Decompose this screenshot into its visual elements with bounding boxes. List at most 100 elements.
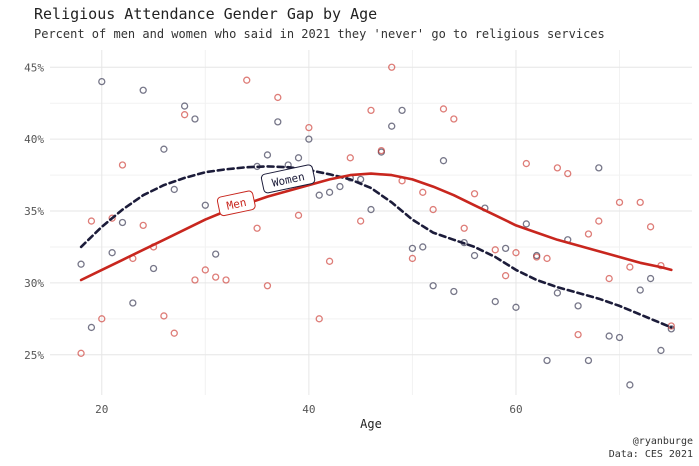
data-point-women bbox=[325, 188, 334, 196]
data-point-men bbox=[636, 198, 644, 207]
data-point-women bbox=[595, 164, 603, 172]
data-point-women bbox=[419, 243, 427, 251]
data-point-women bbox=[657, 346, 665, 355]
y-tick-label: 45% bbox=[24, 61, 44, 74]
data-point-women bbox=[274, 118, 282, 126]
data-point-women bbox=[491, 297, 499, 306]
data-point-men bbox=[512, 249, 520, 257]
data-point-men bbox=[450, 115, 458, 123]
data-point-women bbox=[429, 282, 437, 290]
data-point-women bbox=[636, 286, 644, 294]
smooth-lines bbox=[79, 165, 673, 329]
data-point-men bbox=[325, 257, 334, 265]
trend-line-women bbox=[79, 165, 673, 329]
data-point-women bbox=[646, 274, 655, 283]
data-point-men bbox=[408, 254, 417, 263]
data-point-women bbox=[367, 205, 375, 214]
data-point-women bbox=[450, 287, 458, 296]
data-point-men bbox=[574, 330, 582, 339]
data-point-men bbox=[615, 198, 624, 207]
y-tick-label: 35% bbox=[24, 205, 44, 218]
series-label-box bbox=[260, 164, 316, 194]
caption-handle: @ryanburge bbox=[632, 436, 693, 447]
data-point-women bbox=[398, 106, 406, 115]
data-point-women bbox=[439, 157, 448, 165]
caption-source: Data: CES 2021 bbox=[608, 449, 693, 460]
data-point-men bbox=[263, 282, 272, 290]
x-tick-label: 60 bbox=[509, 403, 522, 416]
y-tick-label: 25% bbox=[24, 349, 44, 362]
data-point-women bbox=[522, 220, 530, 228]
data-point-men bbox=[439, 105, 448, 113]
series-label-men: Men bbox=[216, 190, 256, 217]
series-label-text: Men bbox=[225, 196, 247, 213]
x-axis-ticks: 20 40 60 bbox=[95, 403, 522, 416]
data-point-women bbox=[584, 356, 593, 365]
data-point-men bbox=[305, 123, 313, 132]
series-label-women: Women bbox=[260, 164, 316, 194]
data-point-women bbox=[149, 264, 158, 273]
data-point-women bbox=[98, 77, 106, 86]
data-point-women bbox=[315, 191, 323, 199]
data-point-men bbox=[139, 221, 147, 230]
data-point-men bbox=[522, 159, 530, 168]
data-point-women bbox=[212, 250, 220, 258]
data-point-women bbox=[388, 122, 396, 130]
data-point-women bbox=[180, 102, 189, 110]
data-point-men bbox=[377, 146, 386, 155]
data-point-men bbox=[460, 224, 468, 232]
data-point-women bbox=[305, 135, 313, 143]
series-label-box bbox=[216, 190, 256, 217]
data-point-women bbox=[501, 244, 510, 253]
x-tick-label: 40 bbox=[302, 403, 315, 416]
data-point-women bbox=[263, 151, 272, 159]
data-point-women bbox=[191, 115, 199, 123]
data-point-women bbox=[160, 145, 168, 153]
data-point-men bbox=[553, 164, 562, 172]
data-point-men bbox=[646, 223, 655, 231]
data-point-women bbox=[201, 201, 209, 209]
data-point-men bbox=[595, 217, 603, 225]
x-axis-title: Age bbox=[360, 417, 382, 431]
data-point-men bbox=[429, 205, 437, 214]
data-point-men bbox=[294, 211, 303, 219]
data-point-women bbox=[553, 289, 562, 297]
data-point-men bbox=[388, 63, 396, 71]
data-point-men bbox=[346, 154, 354, 162]
trend-line-men bbox=[79, 172, 673, 282]
data-point-men bbox=[626, 263, 634, 271]
data-points bbox=[77, 63, 675, 389]
data-point-women bbox=[543, 356, 551, 365]
y-axis-ticks: 25% 30% 35% 40% 45% bbox=[24, 61, 44, 362]
data-point-men bbox=[367, 106, 375, 115]
data-point-men bbox=[533, 253, 541, 261]
data-point-women bbox=[170, 185, 178, 194]
chart-title: Religious Attendance Gender Gap by Age bbox=[34, 5, 378, 23]
data-point-women bbox=[408, 244, 417, 253]
data-point-women bbox=[108, 249, 116, 257]
data-point-men bbox=[222, 276, 230, 284]
data-point-men bbox=[543, 254, 551, 263]
data-point-men bbox=[191, 276, 199, 284]
data-point-women bbox=[470, 251, 479, 260]
data-point-men bbox=[212, 273, 220, 281]
data-point-men bbox=[584, 230, 593, 238]
data-point-men bbox=[501, 272, 510, 280]
data-point-men bbox=[315, 315, 323, 323]
data-point-men bbox=[564, 169, 572, 178]
series-labels: Women Men bbox=[216, 164, 316, 217]
data-point-women bbox=[605, 332, 613, 340]
data-point-men bbox=[419, 188, 427, 196]
data-point-men bbox=[243, 76, 251, 84]
data-point-men bbox=[253, 224, 261, 232]
data-point-men bbox=[160, 312, 168, 320]
data-point-women bbox=[512, 303, 520, 311]
data-point-men bbox=[491, 246, 499, 254]
data-point-men bbox=[274, 93, 282, 102]
y-tick-label: 40% bbox=[24, 133, 44, 146]
data-point-women bbox=[118, 218, 127, 227]
data-point-women bbox=[87, 323, 96, 332]
data-point-men bbox=[170, 329, 178, 337]
data-point-men bbox=[180, 111, 189, 119]
